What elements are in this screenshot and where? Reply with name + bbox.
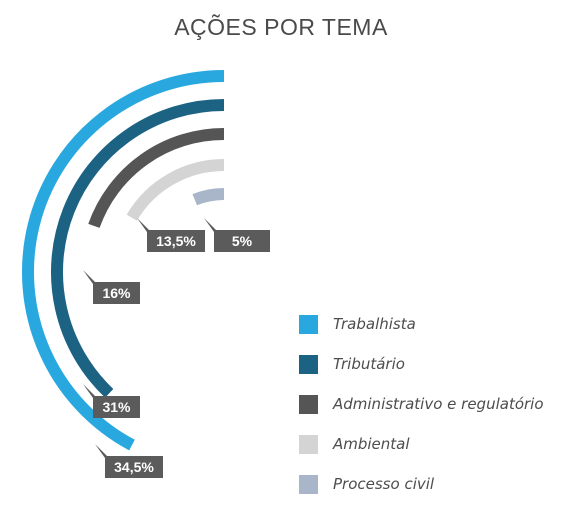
chart-title: AÇÕES POR TEMA: [174, 14, 388, 40]
value-label-box: [83, 270, 140, 304]
arc-trabalhista: [22, 70, 225, 451]
legend-swatch: [299, 314, 318, 334]
value-label-box: [204, 218, 270, 252]
legend-label: Tributário: [333, 355, 405, 373]
arc-ambiental: [126, 159, 225, 221]
value-label-box: [137, 218, 205, 252]
arc-administrativo-e-regulat-rio: [88, 128, 225, 228]
legend-swatch: [299, 474, 318, 494]
legend-item: Ambiental: [299, 424, 544, 464]
legend-item: Administrativo e regulatório: [299, 384, 544, 424]
legend-item: Tributário: [299, 344, 544, 384]
value-label: 31%: [102, 399, 131, 415]
legend-label: Administrativo e regulatório: [333, 395, 544, 413]
value-label: 5%: [232, 233, 253, 249]
arc-tribut-rio: [51, 99, 225, 398]
legend-label: Processo civil: [333, 475, 435, 493]
legend-swatch: [299, 394, 318, 414]
legend-item: Processo civil: [299, 464, 544, 504]
legend-label: Trabalhista: [333, 315, 416, 333]
legend-item: Trabalhista: [299, 304, 544, 344]
value-label: 13,5%: [156, 233, 196, 249]
legend-label: Ambiental: [333, 435, 410, 453]
value-label-box: [95, 444, 163, 478]
legend-swatch: [299, 354, 318, 374]
arc-processo-civil: [192, 187, 225, 206]
value-label-box: [83, 384, 140, 418]
legend: Trabalhista Tributário Administrativo e re…: [299, 304, 544, 504]
legend-swatch: [299, 434, 318, 454]
value-label: 34,5%: [114, 459, 154, 475]
value-label: 16%: [102, 285, 131, 301]
